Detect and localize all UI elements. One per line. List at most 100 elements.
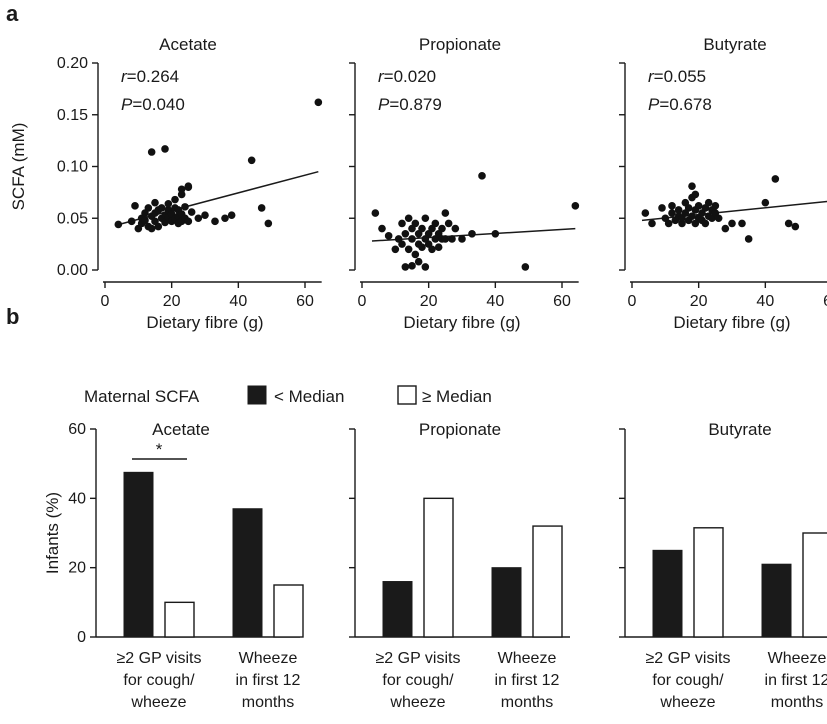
- chart-1: Acetate 0.00 0.05 0.10 0.15 0.20 SCFA (mM) 0 20 4…: [9, 35, 323, 332]
- data-point: [177, 185, 186, 194]
- panel-label-a: a: [6, 1, 19, 26]
- data-point: [438, 224, 446, 233]
- data-point: [791, 222, 800, 231]
- x-axis-label: Dietary fibre (g): [403, 313, 520, 332]
- category-label-line: months: [771, 694, 823, 711]
- stat-p-symbol: P: [121, 95, 133, 114]
- data-point: [398, 240, 406, 248]
- data-point: [181, 203, 189, 211]
- data-point: [491, 229, 500, 238]
- data-point: [401, 263, 410, 271]
- category-label-line: wheeze: [130, 694, 186, 711]
- category-label-line: for cough/: [652, 672, 724, 689]
- bar-above-median: [273, 584, 304, 638]
- stat-r-symbol: r: [121, 67, 128, 86]
- legend-swatch-above-median: [397, 385, 417, 405]
- data-point: [458, 235, 466, 243]
- stat-p: P=0.879: [378, 95, 442, 114]
- x-tick-label: 40: [756, 293, 774, 310]
- data-point: [668, 209, 676, 217]
- data-point: [448, 235, 456, 243]
- data-point: [398, 219, 406, 228]
- x-tick-label: 40: [229, 293, 247, 310]
- stat-r-value: =0.264: [127, 67, 179, 86]
- data-point: [688, 212, 696, 220]
- data-point: [391, 245, 400, 254]
- category-label-line: months: [242, 694, 294, 711]
- chart-3: Butyrate 0 20 40 60 Dietary fibre (g) r=0.055 P…: [619, 35, 827, 332]
- chart-5: Propionate ≥2 GP visits for cough/wheeze Wh…: [349, 420, 570, 711]
- data-point: [784, 219, 793, 228]
- data-point: [441, 235, 450, 243]
- stat-p-symbol: P: [378, 95, 390, 114]
- data-point: [468, 229, 476, 238]
- data-point: [408, 235, 416, 243]
- data-point: [264, 219, 273, 228]
- y-tick-label: 0.10: [57, 159, 88, 176]
- data-point: [401, 229, 410, 238]
- x-tick-label: 20: [163, 293, 181, 310]
- x-tick-label: 20: [690, 293, 708, 310]
- data-point: [418, 243, 426, 252]
- data-point: [571, 202, 580, 210]
- y-tick-label: 0.05: [57, 210, 88, 227]
- bar-above-median: [164, 601, 195, 638]
- chart-2: Propionate 0 20 40 60 Dietary fibre (g) r=0.02…: [349, 35, 580, 332]
- x-tick-label: 0: [101, 293, 110, 310]
- data-point: [378, 224, 386, 233]
- legend: Maternal SCFA < Median ≥ Median: [84, 385, 492, 406]
- data-point: [221, 214, 229, 223]
- y-tick-label: 20: [68, 560, 86, 577]
- data-point: [411, 219, 420, 228]
- data-point: [728, 219, 736, 228]
- chart-4: Acetate 0 20 40 60 Infants (%) ≥2 GP visits for…: [43, 420, 304, 711]
- data-point: [408, 262, 416, 270]
- data-point: [171, 195, 179, 204]
- category-label-line: Wheeze: [239, 650, 298, 667]
- data-point: [761, 198, 770, 207]
- trend-line: [641, 200, 827, 222]
- data-point: [404, 245, 413, 254]
- stat-p-symbol: P: [648, 95, 660, 114]
- x-tick-label: 0: [358, 293, 367, 310]
- x-axis-label: Dietary fibre (g): [146, 313, 263, 332]
- data-point: [658, 204, 666, 212]
- data-point: [714, 214, 723, 223]
- data-point: [641, 209, 650, 217]
- y-tick-label: 0.00: [57, 262, 88, 279]
- legend-label-above-median: ≥ Median: [422, 387, 492, 406]
- data-point: [144, 204, 153, 212]
- data-point: [201, 211, 209, 219]
- data-point: [404, 214, 413, 223]
- chart-title: Propionate: [419, 420, 501, 439]
- data-point: [521, 263, 530, 271]
- bar-above-median: [802, 532, 827, 638]
- bar-below-median: [491, 567, 522, 638]
- panel-label-b: b: [6, 304, 19, 329]
- data-point: [688, 182, 696, 190]
- data-point: [184, 182, 193, 190]
- data-point: [384, 232, 393, 240]
- y-tick-label: 0.15: [57, 107, 88, 124]
- data-point: [431, 219, 440, 228]
- data-point: [684, 204, 693, 212]
- x-tick-label: 0: [628, 293, 637, 310]
- x-tick-label: 60: [296, 293, 314, 310]
- data-point: [151, 198, 159, 207]
- data-point: [648, 219, 656, 228]
- category-label-line: in first 12: [765, 672, 827, 689]
- data-point: [421, 214, 430, 223]
- category-label-line: in first 12: [236, 672, 301, 689]
- category-label-line: ≥2 GP visits: [376, 650, 461, 667]
- data-point: [371, 209, 380, 217]
- y-axis-label: SCFA (mM): [9, 123, 28, 211]
- category-label-line: ≥2 GP visits: [117, 650, 202, 667]
- data-point: [694, 202, 703, 210]
- category-label-line: ≥2 GP visits: [646, 650, 731, 667]
- stat-r-value: =0.020: [384, 67, 436, 86]
- bar-below-median: [232, 508, 263, 638]
- chart-6: Butyrate ≥2 GP visits for cough/wheeze Whee…: [619, 420, 827, 711]
- data-point: [184, 217, 193, 226]
- data-point: [157, 204, 166, 212]
- legend-label-below-median: < Median: [274, 387, 344, 406]
